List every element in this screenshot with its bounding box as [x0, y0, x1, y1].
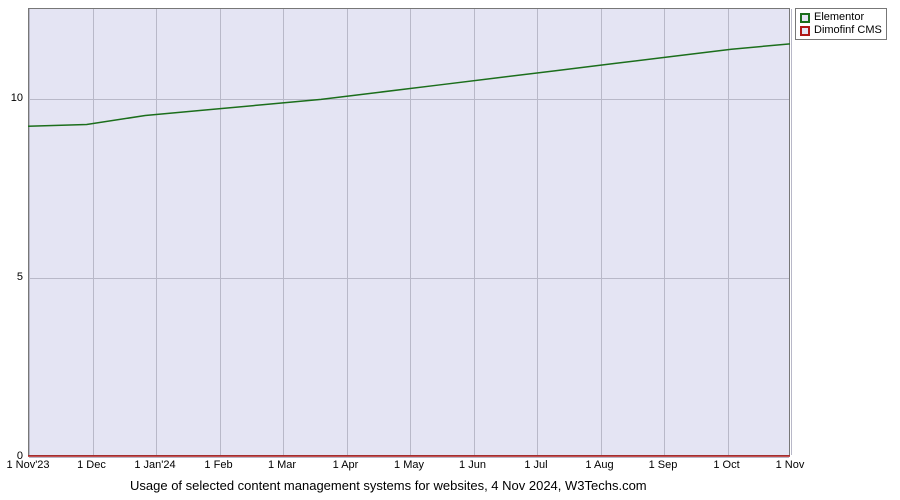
x-tick-label: 1 Nov'23 — [6, 459, 49, 471]
legend-label: Dimofinf CMS — [814, 24, 882, 37]
y-tick-label: 10 — [11, 92, 28, 104]
caption: Usage of selected content management sys… — [130, 478, 647, 493]
x-tick-label: 1 May — [394, 459, 424, 471]
x-tick-label: 1 Oct — [713, 459, 739, 471]
x-tick-label: 1 Nov — [776, 459, 805, 471]
y-tick-label: 5 — [17, 271, 28, 283]
x-tick-label: 1 Aug — [585, 459, 613, 471]
x-tick-label: 1 Dec — [77, 459, 106, 471]
legend-swatch — [800, 13, 810, 23]
x-tick-label: 1 Apr — [333, 459, 359, 471]
chart-container: 1 Nov'23 1 Dec 1 Jan'24 1 Feb 1 Mar 1 Apr 1 Ma… — [0, 0, 900, 500]
legend-swatch — [800, 26, 810, 36]
x-tick-label: 1 Jun — [459, 459, 486, 471]
legend-item: Elementor — [800, 11, 882, 24]
legend: ElementorDimofinf CMS — [795, 8, 887, 40]
x-tick-label: 1 Sep — [649, 459, 678, 471]
series-line — [28, 44, 790, 126]
legend-item: Dimofinf CMS — [800, 24, 882, 37]
x-tick-label: 1 Feb — [204, 459, 232, 471]
x-tick-label: 1 Mar — [268, 459, 296, 471]
x-tick-label: 1 Jul — [524, 459, 547, 471]
legend-label: Elementor — [814, 11, 864, 24]
line-layer — [0, 0, 900, 500]
y-tick-label: 0 — [17, 450, 28, 462]
x-tick-label: 1 Jan'24 — [134, 459, 175, 471]
